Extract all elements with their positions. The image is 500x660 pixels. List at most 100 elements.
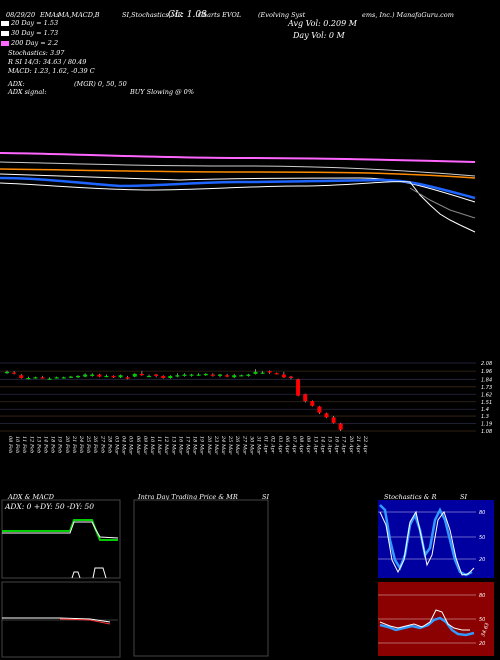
candle-body xyxy=(246,374,251,376)
date-tick-label: 12 Feb xyxy=(28,436,34,453)
date-tick-label: 24 Mar xyxy=(220,435,226,455)
date-tick-label: 07 Apr xyxy=(291,436,297,454)
emas-label: EMAs xyxy=(40,11,60,19)
price-tick-label: 1.19 xyxy=(481,422,492,428)
price-tick-label: 2.08 xyxy=(481,361,492,367)
candle-body xyxy=(260,372,265,374)
ema-white-line-1 xyxy=(0,161,476,177)
rsi-tick-20: 20 xyxy=(479,641,485,647)
candle-body xyxy=(267,371,272,373)
macd-white-line xyxy=(2,617,111,623)
stoch-tick-20: 20 xyxy=(479,557,485,563)
date-tick-label: 20 Feb xyxy=(64,435,70,453)
adx-blip-2 xyxy=(92,567,107,579)
candle-body xyxy=(12,372,17,374)
intraday-si-label: SI xyxy=(262,493,270,501)
legend-200-day: 200 Day = 2.2 xyxy=(0,39,58,47)
date-tick-label: 31 Mar xyxy=(256,436,262,455)
date-tick-label: 06 Mar xyxy=(135,436,141,455)
candle-body xyxy=(324,413,329,418)
stoch-si-label: SI xyxy=(460,493,468,501)
date-axis: 08 Feb 10 Feb 11 Feb 12 Feb 13 Feb 14 Feb 18 F… xyxy=(7,435,368,455)
date-tick-label: 13 Apr xyxy=(312,436,318,454)
date-tick-label: 27 Feb xyxy=(99,435,105,453)
day-volume: Day Vol: 0 M xyxy=(293,31,345,40)
candle-body xyxy=(104,375,109,378)
charts-label: Charts EVOL xyxy=(198,11,242,19)
legend-20-day: 20 Day = 1.53 xyxy=(0,19,58,27)
rsi-stat: R SI 14/3: 34.63 / 80.49 xyxy=(8,58,87,66)
date-tick-label: 19 Mar xyxy=(199,436,205,455)
date-tick-label: 14 Feb xyxy=(43,436,49,453)
macd-red-line xyxy=(59,618,111,625)
date-tick-label: 21 Feb xyxy=(71,435,77,453)
macd-stat: MACD: 1.23, 1.62, -0.39 C xyxy=(8,67,95,75)
company-label: (Evolving Syst xyxy=(258,11,306,19)
price-tick-label: 1.51 xyxy=(481,400,492,406)
candle-body xyxy=(83,374,88,377)
stoch-panel-title: Stochastics & R xyxy=(384,493,437,501)
ema-white-line-3 xyxy=(0,181,476,233)
adx-stat: ADX: xyxy=(8,80,25,88)
adx-green-line xyxy=(2,519,118,541)
date-tick-label: 15 Apr xyxy=(327,436,333,454)
date-tick-label: 11 Feb xyxy=(21,436,27,453)
date-tick-label: 01 Apr xyxy=(263,436,269,454)
date-tick-label: 03 Apr xyxy=(277,436,283,454)
indicators-label: MA,MACD,B xyxy=(58,11,100,19)
candle-body xyxy=(196,374,201,376)
date-tick-label: 18 Feb xyxy=(50,436,56,453)
candle-body xyxy=(97,374,102,377)
candle-body xyxy=(5,371,9,374)
candle-body xyxy=(253,371,258,374)
stoch-white-line xyxy=(379,510,475,576)
candle-body xyxy=(317,406,322,413)
legend-200-swatch xyxy=(1,40,9,46)
date-tick-label: 17 Mar xyxy=(185,436,191,455)
adx-values-text: ADX: 0 +DY: 50 -DY: 50 xyxy=(4,502,94,511)
adx-signal-stat: ADX signal: xyxy=(8,88,47,96)
avg-volume: Avg Vol: 0.209 M xyxy=(288,19,357,28)
date-tick-label: 02 Apr xyxy=(270,436,276,454)
legend-30-swatch xyxy=(1,30,9,36)
price-grid xyxy=(0,362,476,432)
stochastics-stat: Stochastics: 3.97 xyxy=(8,49,65,57)
candle-body xyxy=(118,375,123,378)
date-tick-label: 30 Mar xyxy=(248,436,254,455)
candle-body xyxy=(90,374,95,376)
candle-body xyxy=(161,375,166,378)
ema-pink-line xyxy=(0,152,476,163)
adx-blip-1 xyxy=(71,571,81,579)
date-tick-label: 25 Feb xyxy=(85,435,91,453)
date-tick-label: 11 Mar xyxy=(156,436,162,455)
date-tick-label: 08 Feb xyxy=(7,436,13,453)
candle-body xyxy=(289,376,293,378)
candle-body xyxy=(274,373,279,375)
candle-body xyxy=(182,374,187,376)
candle-body xyxy=(47,378,52,380)
date-tick-label: 18 Mar xyxy=(192,436,198,455)
intraday-panel-frame xyxy=(133,499,269,657)
date-tick-label: 26 Feb xyxy=(92,435,98,453)
date-tick-label: 06 Apr xyxy=(284,436,290,454)
date-tick-label: 25 Mar xyxy=(227,435,233,455)
date-tick-label: 08 Apr xyxy=(298,436,304,454)
date-tick-label: 16 Mar xyxy=(177,436,183,455)
main-chart: 2.08 1.96 1.84 1.731.62 1.511.41.3 1.191.08 0… xyxy=(0,152,492,455)
date-tick-label: 22 Apr xyxy=(362,435,368,454)
candles xyxy=(5,369,343,431)
date-tick-label: 19 Feb xyxy=(57,436,63,453)
candle-body xyxy=(61,377,66,379)
adx-white-line xyxy=(2,521,119,539)
date-tick-label: 12 Mar xyxy=(163,436,169,455)
date-label: 08/29/20 xyxy=(6,11,36,19)
price-tick-label: 1.73 xyxy=(481,385,492,391)
candle-body xyxy=(281,374,286,378)
candle-body xyxy=(210,374,215,376)
candle-body xyxy=(19,375,24,378)
price-tick-label: 1.4 xyxy=(481,407,489,413)
price-axis: 2.08 1.96 1.84 1.731.62 1.511.41.3 1.191.08 xyxy=(481,361,492,435)
price-tick-label: 1.3 xyxy=(481,414,489,420)
ema-orange-line xyxy=(0,168,476,179)
intraday-panel-title: Intra Day Trading Price & MR xyxy=(138,493,238,501)
